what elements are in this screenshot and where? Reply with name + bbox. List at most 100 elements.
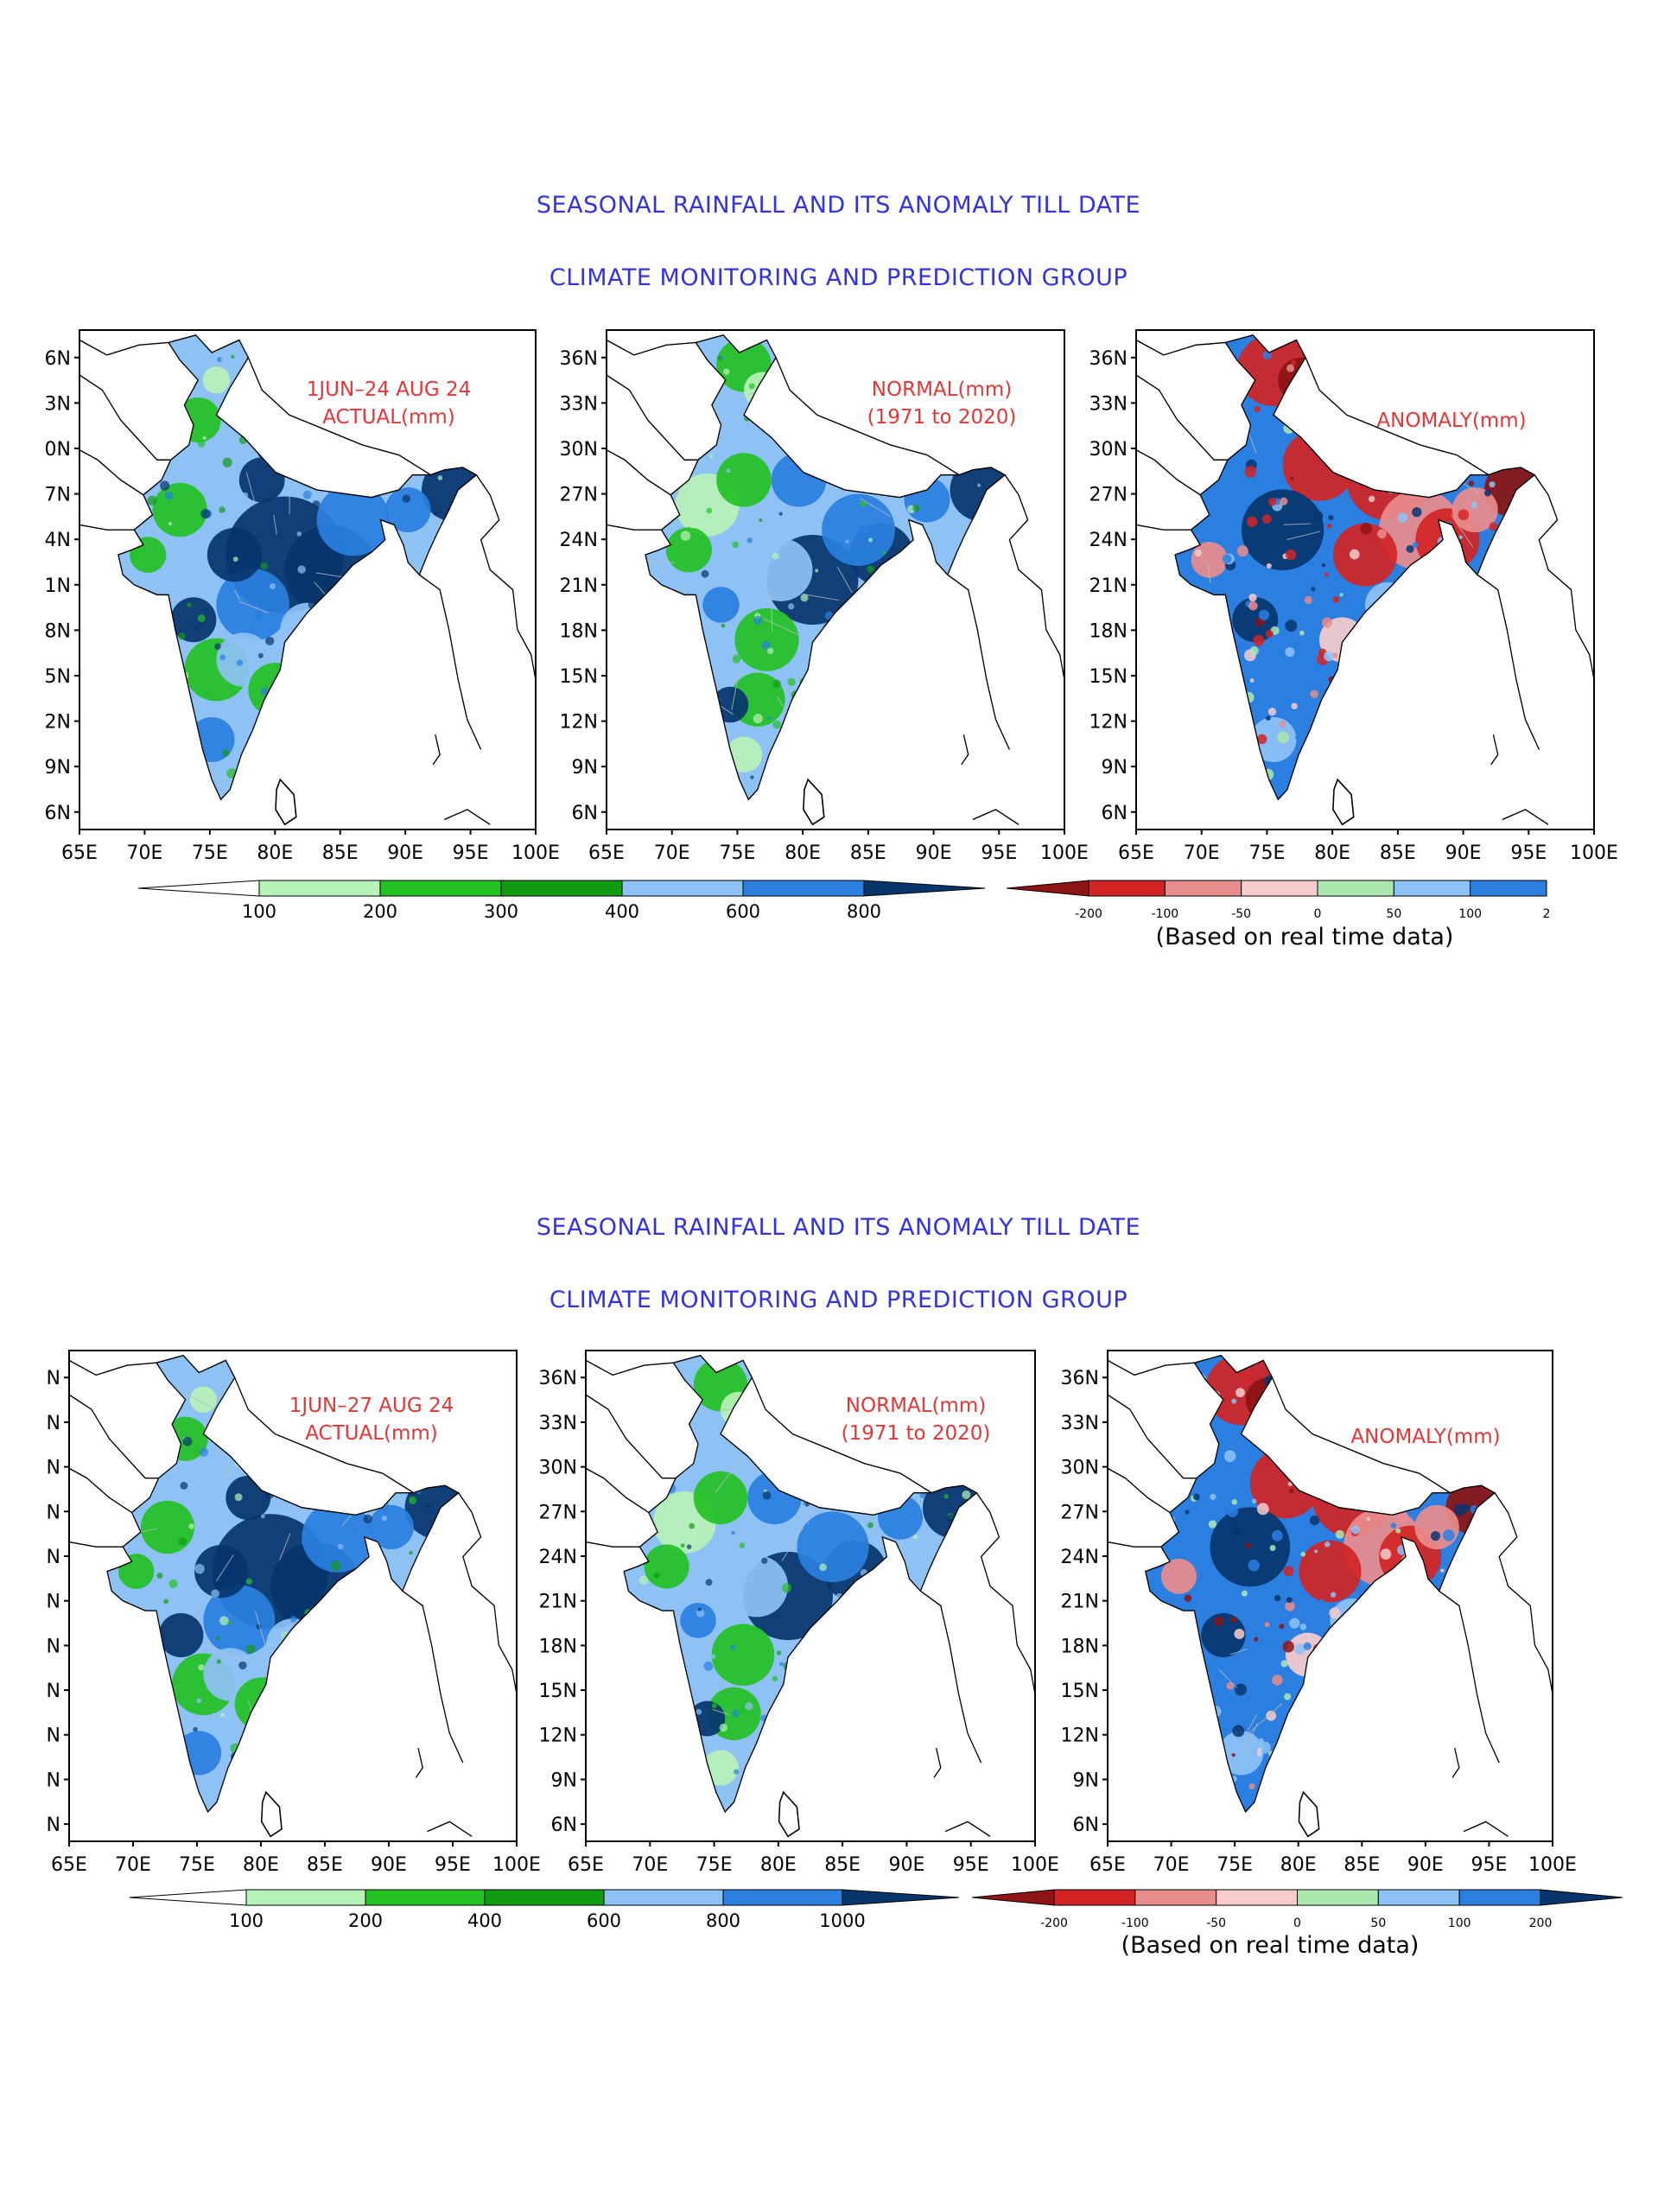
lat-tick-label: 3N [45, 393, 71, 415]
colorbar-min-arrow [129, 1889, 247, 1906]
colorbar-tick-label: -50 [1231, 907, 1251, 921]
lon-tick-label: 80E [243, 1854, 279, 1876]
lon-tick-label: 70E [126, 842, 162, 864]
lat-tick-label: 24N [1061, 1547, 1099, 1568]
lat-tick-label: 36N [1061, 1368, 1099, 1389]
colorbar-tick-label: 50 [1370, 1916, 1386, 1930]
lat-tick-label: 30N [1089, 439, 1128, 461]
lat-tick-label: 2N [45, 712, 71, 734]
lat-tick-label: 6N [1073, 1815, 1099, 1836]
lon-tick-label: 75E [179, 1854, 215, 1876]
lat-tick-label: 6N [551, 1815, 577, 1836]
label-1-1b: ACTUAL(mm) [322, 406, 455, 429]
colorbar-tick-label: 200 [1529, 1916, 1553, 1930]
rainfall-field-1-2 [645, 334, 1006, 800]
lon-tick-label: 65E [51, 1854, 87, 1876]
lat-tick-label: 9N [45, 757, 71, 779]
lat-tick-label: 6N [572, 803, 598, 824]
lat-tick-label: 12N [1061, 1726, 1099, 1747]
lon-tick-label: 95E [981, 842, 1017, 864]
lat-tick-label: 36N [560, 348, 598, 370]
map-frame [585, 1350, 1036, 1842]
figure-2-title: SEASONAL RAINFALL AND ITS ANOMALY TILL D… [536, 1214, 1141, 1241]
label-1-3a: ANOMALY(mm) [1376, 410, 1527, 432]
lon-tick-label: 100E [511, 842, 560, 864]
lon-tick-label: 65E [588, 842, 625, 864]
lon-tick-label: 80E [785, 842, 821, 864]
lat-tick-label: 36N [1089, 348, 1128, 370]
colorbar-segment [722, 1889, 843, 1906]
map-frame [1107, 1350, 1553, 1842]
lon-tick-label: 65E [568, 1854, 604, 1876]
lon-tick-label: 65E [61, 842, 98, 864]
lat-tick-label: N [47, 1815, 60, 1836]
lon-tick-label: 80E [1280, 1854, 1317, 1876]
label-1-1a: 1JUN–24 AUG 24 [306, 378, 472, 401]
anom-colorbar-1: -200 -100 -50 0 50 100 2 [1006, 880, 1550, 921]
lat-tick-label: 9N [1073, 1770, 1099, 1791]
anom-colorbar-2: -200 -100 -50 0 50 100 200 [971, 1889, 1623, 1930]
lat-tick-label: 6N [1102, 803, 1128, 824]
lat-tick-label: 27N [539, 1502, 577, 1523]
lat-tick-label: 18N [1061, 1636, 1099, 1657]
note-1: (Based on real time data) [1155, 924, 1454, 950]
lat-tick-label: 24N [1089, 530, 1128, 551]
lon-tick-label: 95E [1471, 1854, 1507, 1876]
label-2-2b: (1971 to 2020) [841, 1422, 991, 1445]
lat-tick-label: 6N [45, 803, 71, 824]
colorbar-tick-label: 800 [847, 901, 881, 922]
lat-tick-label: 30N [560, 439, 598, 461]
lat-tick-label: 6N [45, 348, 71, 370]
lat-tick-label: 30N [1061, 1458, 1099, 1479]
lon-tick-label: 70E [1184, 842, 1220, 864]
lat-tick-label: 21N [1061, 1592, 1099, 1613]
lat-tick-label: 15N [1089, 666, 1128, 688]
lon-tick-label: 85E [824, 1854, 861, 1876]
colorbar-segment [1134, 1889, 1217, 1906]
colorbar-segment [365, 1889, 486, 1906]
colorbar-tick-label: -100 [1151, 907, 1178, 921]
lat-tick-label: 18N [1089, 620, 1128, 642]
colorbar-segment [1088, 880, 1166, 897]
colorbar-tick-label: 0 [1314, 907, 1322, 921]
lon-tick-label: 100E [1528, 1854, 1577, 1876]
rainfall-field-1-3 [1175, 334, 1535, 800]
lon-tick-label: 75E [696, 1854, 733, 1876]
lat-tick-label: 33N [560, 393, 598, 415]
lon-tick-label: 80E [760, 1854, 797, 1876]
colorbar-segment [1164, 880, 1242, 897]
colorbar-tick-label: 100 [1448, 1916, 1471, 1930]
lon-tick-label: 100E [1040, 842, 1089, 864]
rain-colorbar-2: 100 200 400 600 800 1000 [129, 1889, 960, 1931]
lon-tick-label: 95E [1510, 842, 1547, 864]
lat-tick-label: 4N [45, 530, 71, 551]
lat-tick-label: N [47, 1681, 60, 1702]
lon-tick-label: 70E [632, 1854, 668, 1876]
lat-tick-label: 21N [539, 1592, 577, 1613]
lon-tick-label: 75E [1248, 842, 1285, 864]
lat-tick-label: 36N [539, 1368, 577, 1389]
lat-tick-label: 33N [1061, 1413, 1099, 1434]
label-1-2b: (1971 to 2020) [867, 406, 1017, 429]
lat-tick-label: 5N [45, 666, 71, 688]
lat-tick-label: N [47, 1502, 60, 1523]
lat-tick-label: 27N [1089, 485, 1128, 506]
colorbar-tick-label: 800 [706, 1910, 740, 1931]
colorbar-tick-label: -100 [1121, 1916, 1149, 1930]
lat-tick-label: 8N [45, 620, 71, 642]
lat-tick-label: 15N [1061, 1681, 1099, 1702]
lon-tick-label: 95E [453, 842, 489, 864]
lon-tick-label: 90E [916, 842, 952, 864]
colorbar-max-arrow [842, 1889, 960, 1906]
lat-tick-label: N [47, 1547, 60, 1568]
lat-tick-label: 21N [1089, 575, 1128, 597]
lon-tick-label: 85E [322, 842, 359, 864]
label-2-3a: ANOMALY(mm) [1350, 1426, 1501, 1448]
figure-1-title: SEASONAL RAINFALL AND ITS ANOMALY TILL D… [536, 192, 1141, 219]
lon-tick-label: 100E [492, 1854, 541, 1876]
lat-tick-label: 21N [560, 575, 598, 597]
colorbar-max-arrow [863, 880, 986, 897]
note-2: (Based on real time data) [1121, 1932, 1420, 1959]
lat-tick-label: 15N [560, 666, 598, 688]
label-2-2a: NORMAL(mm) [845, 1395, 987, 1417]
